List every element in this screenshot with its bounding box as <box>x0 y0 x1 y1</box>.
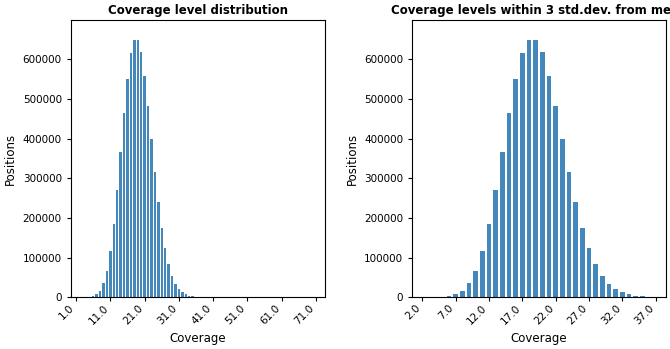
Bar <box>153 172 156 297</box>
Bar <box>95 295 98 297</box>
Bar <box>109 251 111 297</box>
Bar <box>171 276 174 297</box>
Bar <box>527 39 531 297</box>
Bar <box>567 172 572 297</box>
Bar <box>580 228 585 297</box>
Bar <box>164 248 166 297</box>
Bar <box>192 296 194 297</box>
Bar <box>560 139 565 297</box>
Bar <box>466 283 471 297</box>
Bar <box>174 283 177 297</box>
Bar <box>640 296 645 297</box>
Bar <box>594 264 598 297</box>
Bar <box>161 228 163 297</box>
Bar <box>168 264 170 297</box>
Y-axis label: Positions: Positions <box>4 133 17 185</box>
Bar <box>480 251 484 297</box>
Bar <box>553 106 558 297</box>
Bar <box>147 106 149 297</box>
Bar <box>119 152 122 297</box>
Bar <box>574 202 578 297</box>
Bar <box>92 296 94 297</box>
Bar <box>520 53 525 297</box>
Bar <box>130 53 132 297</box>
Bar <box>446 296 451 297</box>
Bar <box>633 296 638 297</box>
Bar <box>140 52 142 297</box>
Bar <box>547 76 551 297</box>
Bar <box>507 113 511 297</box>
X-axis label: Coverage: Coverage <box>511 332 567 345</box>
Bar <box>513 79 518 297</box>
Bar <box>106 270 108 297</box>
Bar <box>607 283 612 297</box>
Bar <box>184 295 187 297</box>
Bar <box>137 39 139 297</box>
Bar <box>123 113 125 297</box>
Bar <box>116 190 119 297</box>
Bar <box>540 52 545 297</box>
Bar <box>626 295 631 297</box>
Bar <box>620 292 624 297</box>
Bar <box>453 295 458 297</box>
Bar <box>493 190 498 297</box>
Bar <box>600 276 605 297</box>
Bar <box>486 224 491 297</box>
Bar <box>587 248 592 297</box>
Bar <box>126 79 129 297</box>
Bar <box>103 283 105 297</box>
Bar <box>133 39 135 297</box>
Bar <box>113 224 115 297</box>
Bar <box>188 296 190 297</box>
Title: Coverage levels within 3 std.dev. from mean: Coverage levels within 3 std.dev. from m… <box>391 4 670 17</box>
Bar <box>143 76 146 297</box>
Bar <box>181 292 184 297</box>
X-axis label: Coverage: Coverage <box>170 332 226 345</box>
Bar <box>157 202 159 297</box>
Title: Coverage level distribution: Coverage level distribution <box>108 4 287 17</box>
Bar <box>500 152 505 297</box>
Bar <box>473 270 478 297</box>
Y-axis label: Positions: Positions <box>346 133 358 185</box>
Bar <box>533 39 538 297</box>
Bar <box>150 139 153 297</box>
Bar <box>178 289 180 297</box>
Bar <box>614 289 618 297</box>
Bar <box>460 291 464 297</box>
Bar <box>98 291 101 297</box>
